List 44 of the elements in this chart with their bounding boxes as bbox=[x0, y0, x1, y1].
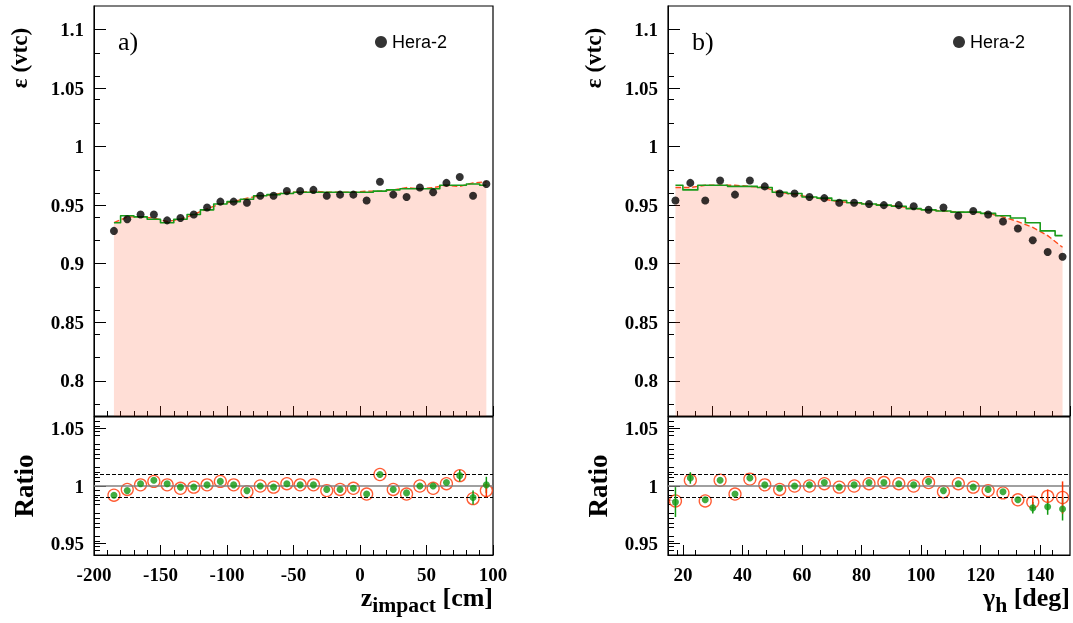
x-axis-title: γ$_{h}$ [deg] bbox=[982, 583, 1070, 619]
y-tick-label: 1 bbox=[74, 136, 84, 158]
legend-label: Hera-2 bbox=[969, 32, 1026, 52]
x-axis-title: z$_{impact}$ [cm] bbox=[360, 583, 493, 619]
y-axis-title: Ratio bbox=[8, 454, 40, 518]
legend-label: Hera-2 bbox=[391, 32, 448, 52]
x-tick-label: 0 bbox=[355, 564, 365, 585]
y-tick-label: 1 bbox=[648, 475, 658, 497]
y-tick-label: 1.05 bbox=[624, 418, 658, 439]
y-tick-label: 0.95 bbox=[50, 533, 84, 554]
y-tick-label: 0.9 bbox=[60, 253, 84, 275]
y-tick-label: 1.05 bbox=[624, 77, 658, 99]
y-tick-label: 0.85 bbox=[624, 311, 658, 333]
x-tick-label: 100 bbox=[906, 564, 936, 585]
x-tick-label: -200 bbox=[76, 564, 112, 585]
y-tick-label: 0.95 bbox=[50, 194, 84, 216]
x-tick-label: 20 bbox=[673, 564, 693, 585]
y-tick-label: 1.1 bbox=[634, 18, 658, 40]
y-tick-label: 1.05 bbox=[50, 77, 84, 99]
x-tick-label: 60 bbox=[792, 564, 812, 585]
x-tick-label: 120 bbox=[966, 564, 995, 585]
x-tick-label: 50 bbox=[417, 564, 436, 585]
y-tick-label: 0.95 bbox=[624, 533, 658, 554]
x-tick-label: -100 bbox=[209, 564, 245, 585]
y-tick-label: 1 bbox=[74, 475, 84, 497]
y-tick-label: 0.85 bbox=[50, 311, 84, 333]
x-tick-label: 100 bbox=[478, 564, 508, 585]
y-tick-label: 0.8 bbox=[634, 370, 658, 392]
x-tick-label: 40 bbox=[732, 564, 752, 585]
y-tick-label: 0.9 bbox=[634, 253, 658, 275]
x-tick-label: 80 bbox=[852, 564, 872, 585]
y-tick-label: 1.05 bbox=[50, 418, 84, 439]
y-tick-label: 0.95 bbox=[624, 194, 658, 216]
annotation: b) bbox=[692, 26, 714, 56]
y-tick-label: 1 bbox=[648, 136, 658, 158]
y-tick-label: 0.8 bbox=[60, 370, 84, 392]
x-tick-label: -50 bbox=[280, 564, 307, 585]
y-axis-title: ε (vtc) bbox=[581, 27, 607, 89]
annotation: a) bbox=[118, 26, 139, 56]
x-tick-label: 140 bbox=[1025, 564, 1055, 585]
x-tick-label: -150 bbox=[143, 564, 178, 585]
y-tick-label: 1.1 bbox=[60, 18, 84, 40]
y-axis-title: Ratio bbox=[582, 454, 614, 518]
y-axis-title: ε (vtc) bbox=[7, 27, 33, 89]
